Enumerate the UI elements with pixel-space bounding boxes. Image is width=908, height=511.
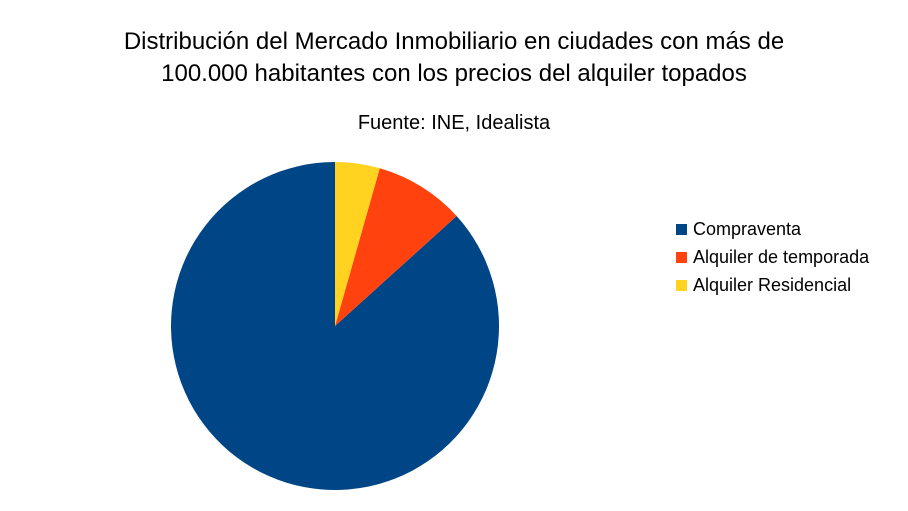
legend-swatch <box>676 223 687 235</box>
pie-slice-alquiler-residencial <box>335 162 380 326</box>
legend-label: Alquiler de temporada <box>693 247 870 267</box>
legend-swatch <box>676 251 687 263</box>
chart-title-line-2: 100.000 habitantes con los precios del a… <box>161 60 747 87</box>
legend-item-alquiler-residencial: Alquiler Residencial <box>676 271 869 299</box>
legend-item-alquiler-de-temporada: Alquiler de temporada <box>676 243 869 271</box>
chart-title-line-1: Distribución del Mercado Inmobiliario en… <box>123 28 785 55</box>
legend-label: Alquiler Residencial <box>693 275 852 295</box>
legend-item-compraventa: Compraventa <box>676 215 869 243</box>
legend: Compraventa Alquiler de temporada Alquiler… <box>676 215 869 299</box>
pie-slices <box>170 162 499 490</box>
pie-slice-alquiler-de-temporada <box>335 168 457 326</box>
chart-subtitle: Fuente: INE, Idealista <box>357 112 551 134</box>
legend-label: Compraventa <box>693 219 802 239</box>
legend-swatch <box>676 279 687 291</box>
chart-title: Distribución del Mercado Inmobiliario en… <box>0 26 908 90</box>
